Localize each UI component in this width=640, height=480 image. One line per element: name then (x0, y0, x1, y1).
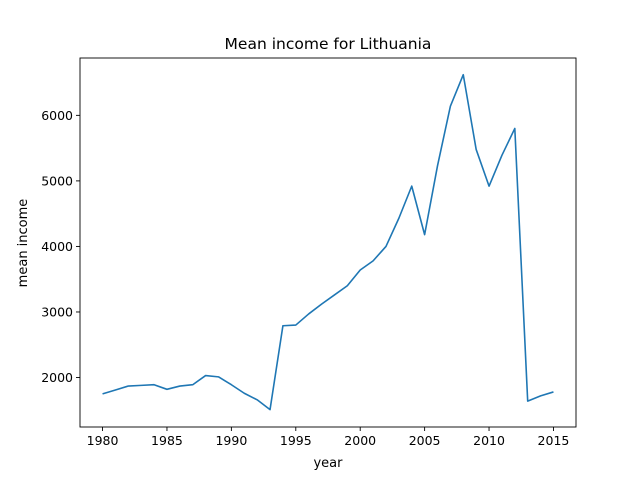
x-tick-label: 2000 (344, 433, 376, 448)
x-axis-label: year (313, 456, 343, 471)
x-tick-label: 1995 (280, 433, 312, 448)
plot-area: 1980 1985 1990 1995 2000 2005 2010 2015 2000 3000… (41, 57, 577, 448)
y-axis-label: mean income (16, 199, 31, 288)
x-tick-label: 2015 (538, 433, 570, 448)
x-tick-label: 2010 (473, 433, 505, 448)
y-tick-label: 6000 (41, 108, 73, 123)
series-line (102, 73, 554, 411)
y-tick-label: 2000 (41, 370, 73, 385)
x-tick-label: 1985 (151, 433, 183, 448)
chart-title: Mean income for Lithuania (225, 35, 432, 53)
x-tick-label: 1990 (215, 433, 247, 448)
x-tick-label: 1980 (87, 433, 119, 448)
y-tick-label: 4000 (41, 239, 73, 254)
axes-frame (79, 57, 577, 428)
y-tick-label: 5000 (41, 173, 73, 188)
x-tick-label: 2005 (409, 433, 441, 448)
y-tick-label: 3000 (41, 304, 73, 319)
